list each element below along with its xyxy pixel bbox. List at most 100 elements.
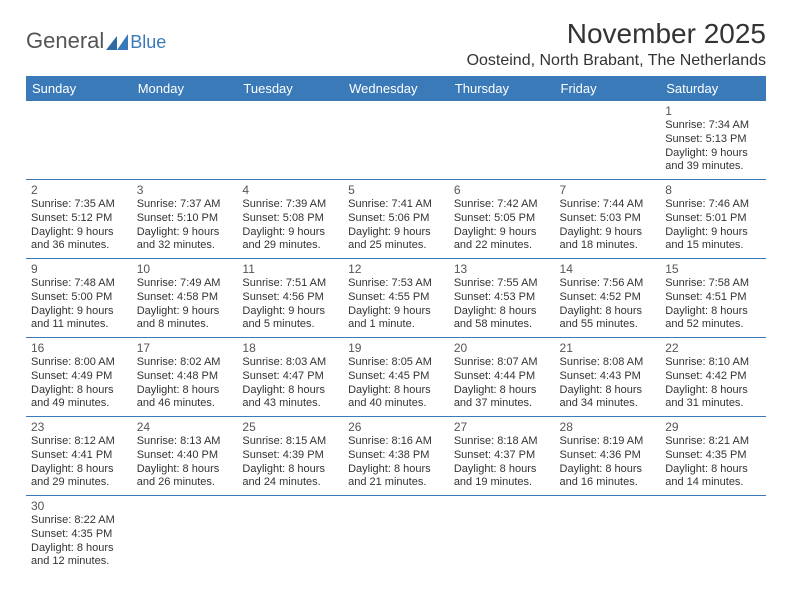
daylight-text: Daylight: 9 hours — [348, 226, 444, 240]
calendar-empty-cell — [132, 496, 238, 574]
daylight-text: Daylight: 9 hours — [242, 226, 338, 240]
day-number: 20 — [454, 341, 550, 355]
calendar-empty-cell — [343, 496, 449, 574]
sunrise-text: Sunrise: 8:05 AM — [348, 356, 444, 370]
daylight-text: and 19 minutes. — [454, 476, 550, 490]
daylight-text: Daylight: 8 hours — [665, 305, 761, 319]
daylight-text: Daylight: 9 hours — [348, 305, 444, 319]
daylight-text: Daylight: 9 hours — [560, 226, 656, 240]
daylight-text: Daylight: 8 hours — [242, 384, 338, 398]
location-subtitle: Oosteind, North Brabant, The Netherlands — [467, 52, 766, 70]
daylight-text: and 21 minutes. — [348, 476, 444, 490]
logo-text-1: General — [26, 28, 104, 54]
day-number: 13 — [454, 262, 550, 276]
calendar-day-cell: 8Sunrise: 7:46 AMSunset: 5:01 PMDaylight… — [660, 180, 766, 258]
sunset-text: Sunset: 4:56 PM — [242, 291, 338, 305]
daylight-text: and 31 minutes. — [665, 397, 761, 411]
daylight-text: and 11 minutes. — [31, 318, 127, 332]
daylight-text: Daylight: 9 hours — [242, 305, 338, 319]
calendar-empty-cell — [237, 496, 343, 574]
sunset-text: Sunset: 4:40 PM — [137, 449, 233, 463]
calendar-week-row: 9Sunrise: 7:48 AMSunset: 5:00 PMDaylight… — [26, 259, 766, 338]
sunset-text: Sunset: 5:12 PM — [31, 212, 127, 226]
day-number: 25 — [242, 420, 338, 434]
calendar-week-row: 23Sunrise: 8:12 AMSunset: 4:41 PMDayligh… — [26, 417, 766, 496]
calendar-day-cell: 30Sunrise: 8:22 AMSunset: 4:35 PMDayligh… — [26, 496, 132, 574]
sunset-text: Sunset: 4:55 PM — [348, 291, 444, 305]
sunrise-text: Sunrise: 8:16 AM — [348, 435, 444, 449]
calendar-day-cell: 27Sunrise: 8:18 AMSunset: 4:37 PMDayligh… — [449, 417, 555, 495]
calendar-empty-cell — [555, 496, 661, 574]
sunrise-text: Sunrise: 7:51 AM — [242, 277, 338, 291]
calendar-day-cell: 29Sunrise: 8:21 AMSunset: 4:35 PMDayligh… — [660, 417, 766, 495]
month-year-title: November 2025 — [467, 18, 766, 50]
logo: General Blue — [26, 18, 166, 54]
calendar-day-cell: 18Sunrise: 8:03 AMSunset: 4:47 PMDayligh… — [237, 338, 343, 416]
calendar-day-cell: 25Sunrise: 8:15 AMSunset: 4:39 PMDayligh… — [237, 417, 343, 495]
daylight-text: Daylight: 8 hours — [560, 463, 656, 477]
calendar-day-cell: 4Sunrise: 7:39 AMSunset: 5:08 PMDaylight… — [237, 180, 343, 258]
daylight-text: Daylight: 9 hours — [665, 147, 761, 161]
sunset-text: Sunset: 4:44 PM — [454, 370, 550, 384]
day-number: 15 — [665, 262, 761, 276]
sunrise-text: Sunrise: 7:56 AM — [560, 277, 656, 291]
sunset-text: Sunset: 4:47 PM — [242, 370, 338, 384]
sunrise-text: Sunrise: 8:13 AM — [137, 435, 233, 449]
sunrise-text: Sunrise: 7:34 AM — [665, 119, 761, 133]
daylight-text: and 43 minutes. — [242, 397, 338, 411]
sunrise-text: Sunrise: 8:18 AM — [454, 435, 550, 449]
daylight-text: Daylight: 9 hours — [454, 226, 550, 240]
sunrise-text: Sunrise: 8:07 AM — [454, 356, 550, 370]
calendar-header-row: SundayMondayTuesdayWednesdayThursdayFrid… — [26, 76, 766, 101]
daylight-text: Daylight: 8 hours — [348, 463, 444, 477]
day-number: 26 — [348, 420, 444, 434]
sunrise-text: Sunrise: 8:22 AM — [31, 514, 127, 528]
calendar-week-row: 2Sunrise: 7:35 AMSunset: 5:12 PMDaylight… — [26, 180, 766, 259]
sunset-text: Sunset: 4:43 PM — [560, 370, 656, 384]
sunset-text: Sunset: 5:08 PM — [242, 212, 338, 226]
calendar-empty-cell — [132, 101, 238, 179]
calendar-day-cell: 9Sunrise: 7:48 AMSunset: 5:00 PMDaylight… — [26, 259, 132, 337]
daylight-text: Daylight: 9 hours — [137, 305, 233, 319]
sunset-text: Sunset: 5:05 PM — [454, 212, 550, 226]
sunset-text: Sunset: 4:51 PM — [665, 291, 761, 305]
day-number: 8 — [665, 183, 761, 197]
sunrise-text: Sunrise: 8:10 AM — [665, 356, 761, 370]
daylight-text: and 29 minutes. — [242, 239, 338, 253]
daylight-text: and 12 minutes. — [31, 555, 127, 569]
calendar-day-cell: 22Sunrise: 8:10 AMSunset: 4:42 PMDayligh… — [660, 338, 766, 416]
calendar-week-row: 30Sunrise: 8:22 AMSunset: 4:35 PMDayligh… — [26, 496, 766, 574]
title-block: November 2025 Oosteind, North Brabant, T… — [467, 18, 766, 70]
day-number: 30 — [31, 499, 127, 513]
day-number: 18 — [242, 341, 338, 355]
sunrise-text: Sunrise: 8:02 AM — [137, 356, 233, 370]
sunset-text: Sunset: 4:53 PM — [454, 291, 550, 305]
day-number: 12 — [348, 262, 444, 276]
sunrise-text: Sunrise: 7:53 AM — [348, 277, 444, 291]
calendar-day-cell: 3Sunrise: 7:37 AMSunset: 5:10 PMDaylight… — [132, 180, 238, 258]
daylight-text: Daylight: 8 hours — [454, 305, 550, 319]
calendar-day-cell: 17Sunrise: 8:02 AMSunset: 4:48 PMDayligh… — [132, 338, 238, 416]
sunset-text: Sunset: 5:03 PM — [560, 212, 656, 226]
daylight-text: and 55 minutes. — [560, 318, 656, 332]
daylight-text: and 1 minute. — [348, 318, 444, 332]
day-header: Thursday — [449, 76, 555, 101]
calendar-day-cell: 5Sunrise: 7:41 AMSunset: 5:06 PMDaylight… — [343, 180, 449, 258]
day-number: 27 — [454, 420, 550, 434]
logo-flag-icon — [106, 34, 128, 50]
daylight-text: Daylight: 8 hours — [137, 384, 233, 398]
day-number: 22 — [665, 341, 761, 355]
daylight-text: and 49 minutes. — [31, 397, 127, 411]
calendar-day-cell: 13Sunrise: 7:55 AMSunset: 4:53 PMDayligh… — [449, 259, 555, 337]
daylight-text: Daylight: 8 hours — [242, 463, 338, 477]
daylight-text: and 40 minutes. — [348, 397, 444, 411]
day-header: Tuesday — [237, 76, 343, 101]
sunset-text: Sunset: 5:01 PM — [665, 212, 761, 226]
daylight-text: and 14 minutes. — [665, 476, 761, 490]
calendar-empty-cell — [343, 101, 449, 179]
calendar-day-cell: 14Sunrise: 7:56 AMSunset: 4:52 PMDayligh… — [555, 259, 661, 337]
day-number: 3 — [137, 183, 233, 197]
calendar-day-cell: 1Sunrise: 7:34 AMSunset: 5:13 PMDaylight… — [660, 101, 766, 179]
sunset-text: Sunset: 4:36 PM — [560, 449, 656, 463]
daylight-text: and 32 minutes. — [137, 239, 233, 253]
